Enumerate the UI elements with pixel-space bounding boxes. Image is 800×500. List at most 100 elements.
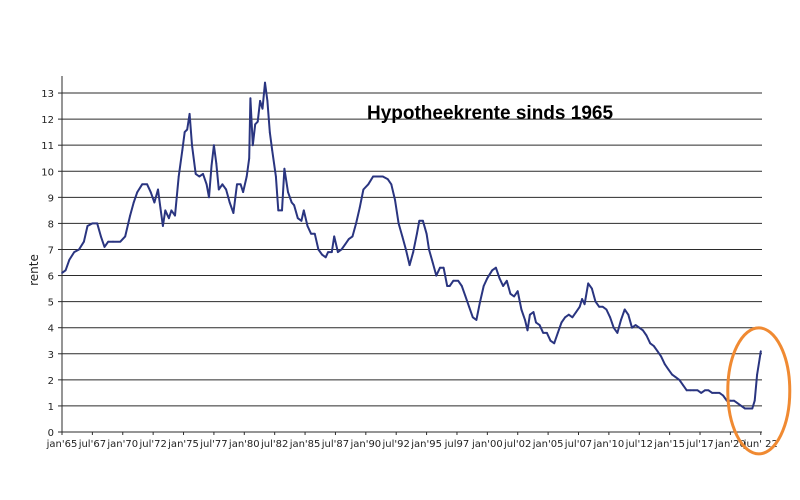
data-point — [513, 295, 515, 298]
data-point — [277, 209, 280, 212]
data-point — [439, 266, 441, 269]
data-point — [729, 399, 732, 402]
data-point — [412, 251, 415, 254]
data-point — [132, 201, 135, 204]
data-point — [587, 282, 590, 285]
data-point — [498, 277, 501, 280]
data-point — [733, 399, 735, 402]
data-point — [598, 305, 601, 308]
data-point — [268, 131, 271, 134]
data-point — [287, 191, 289, 194]
data-point — [83, 240, 85, 243]
data-point — [571, 316, 574, 319]
data-point — [107, 240, 110, 243]
data-point — [678, 379, 681, 381]
x-tick-label: jul'77 — [199, 439, 227, 450]
data-point — [704, 389, 706, 392]
data-point — [693, 389, 695, 392]
data-point — [631, 326, 633, 329]
data-point — [401, 235, 404, 238]
data-point — [759, 350, 762, 353]
data-point — [722, 394, 724, 397]
data-point — [529, 313, 531, 316]
data-point — [431, 261, 434, 264]
series-points — [61, 81, 762, 410]
data-point — [634, 324, 637, 326]
data-point — [381, 175, 384, 178]
data-point — [546, 332, 548, 334]
data-point — [202, 173, 204, 175]
data-point — [418, 219, 421, 222]
y-tick-label: 2 — [48, 376, 54, 387]
x-tick-label: jan'20 — [714, 439, 746, 450]
data-point — [146, 183, 149, 186]
data-point — [181, 149, 184, 152]
data-point — [509, 292, 512, 295]
data-point — [293, 204, 295, 207]
data-point — [91, 222, 94, 225]
data-point — [495, 266, 497, 269]
y-tick-label: 13 — [41, 89, 54, 100]
data-point — [707, 389, 710, 392]
data-point — [649, 342, 652, 345]
data-point — [464, 295, 467, 298]
data-point — [532, 311, 535, 313]
data-point — [422, 219, 424, 222]
data-point — [296, 217, 299, 220]
data-point — [428, 248, 430, 251]
data-point — [609, 316, 611, 319]
data-point — [248, 157, 251, 160]
data-point — [457, 279, 460, 282]
data-point — [327, 251, 329, 254]
y-axis-label: rente — [27, 254, 41, 286]
x-tick-label: jan'85 — [289, 439, 321, 450]
data-point — [261, 107, 264, 110]
x-tick-label: jan'00 — [471, 439, 503, 450]
data-point — [61, 272, 63, 274]
data-point — [556, 332, 559, 334]
data-point — [425, 232, 428, 235]
data-point — [119, 240, 122, 243]
data-point — [78, 248, 80, 251]
data-point — [564, 316, 566, 319]
data-point — [302, 209, 305, 212]
data-point — [191, 144, 193, 147]
data-point — [674, 376, 677, 379]
data-point — [397, 222, 400, 225]
data-point — [468, 305, 470, 308]
data-point — [271, 149, 274, 152]
data-point — [317, 248, 320, 251]
x-tick-label: jul'82 — [260, 439, 288, 450]
x-tick-label: jan'10 — [593, 439, 625, 450]
data-point — [324, 256, 327, 259]
x-tick-label: jan'65 — [46, 439, 78, 450]
data-point — [254, 123, 257, 126]
y-tick-label: 0 — [48, 428, 54, 439]
data-point — [186, 128, 189, 131]
y-tick-label: 8 — [48, 219, 54, 230]
data-point — [367, 183, 370, 186]
data-point — [159, 206, 162, 209]
data-point — [330, 251, 333, 254]
data-point — [583, 303, 586, 306]
data-point — [351, 235, 354, 238]
data-point — [575, 311, 577, 313]
y-tick-label: 11 — [41, 141, 54, 152]
data-point — [264, 81, 266, 84]
data-point — [290, 201, 293, 204]
data-point — [73, 251, 76, 254]
data-point — [502, 285, 504, 287]
data-point — [310, 232, 312, 235]
data-point — [149, 191, 152, 194]
data-point — [256, 120, 259, 123]
data-point — [578, 305, 581, 308]
data-point — [355, 222, 357, 225]
data-point — [535, 321, 537, 324]
x-tick-label: jan'95 — [410, 439, 442, 450]
y-tick-label: 4 — [48, 324, 54, 335]
data-point — [112, 240, 114, 243]
x-tick-label: jul97 — [444, 439, 470, 450]
x-tick-label: jan'75 — [167, 439, 199, 450]
x-tick-label: jan'15 — [653, 439, 685, 450]
